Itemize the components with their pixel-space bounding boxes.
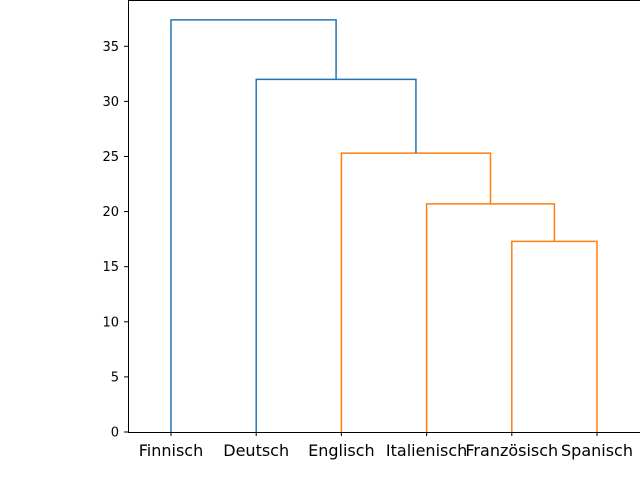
leaf-label: Englisch: [308, 441, 375, 460]
leaf-labels: Finnisch Deutsch Englisch ItalienischFranzö…: [139, 432, 633, 460]
y-tick-label: 15: [102, 260, 119, 275]
dendrogram-links: [170, 19, 598, 432]
dendrogram-link: [170, 19, 337, 432]
y-ticks: 0 5 10 15 20 25 30 35: [102, 40, 128, 441]
dendrogram-link: [511, 240, 598, 432]
leaf-label: Deutsch: [223, 441, 289, 460]
y-tick-label: 25: [102, 150, 119, 165]
leaf-label: Französisch: [465, 441, 558, 460]
leaf-label: Italienisch: [386, 441, 467, 460]
y-tick-label: 30: [102, 95, 119, 110]
y-tick-label: 10: [102, 315, 119, 330]
leaf-label: Spanisch: [561, 441, 633, 460]
y-tick-label: 5: [111, 370, 119, 385]
leaf-label: Finnisch: [139, 441, 203, 460]
y-tick-label: 20: [102, 205, 119, 220]
dendrogram-link: [255, 78, 417, 432]
dendrogram-link: [425, 203, 556, 432]
y-axis: [128, 0, 640, 433]
dendrogram-link: [340, 152, 492, 432]
y-tick-label: 0: [111, 426, 119, 441]
y-tick-label: 35: [102, 40, 119, 55]
